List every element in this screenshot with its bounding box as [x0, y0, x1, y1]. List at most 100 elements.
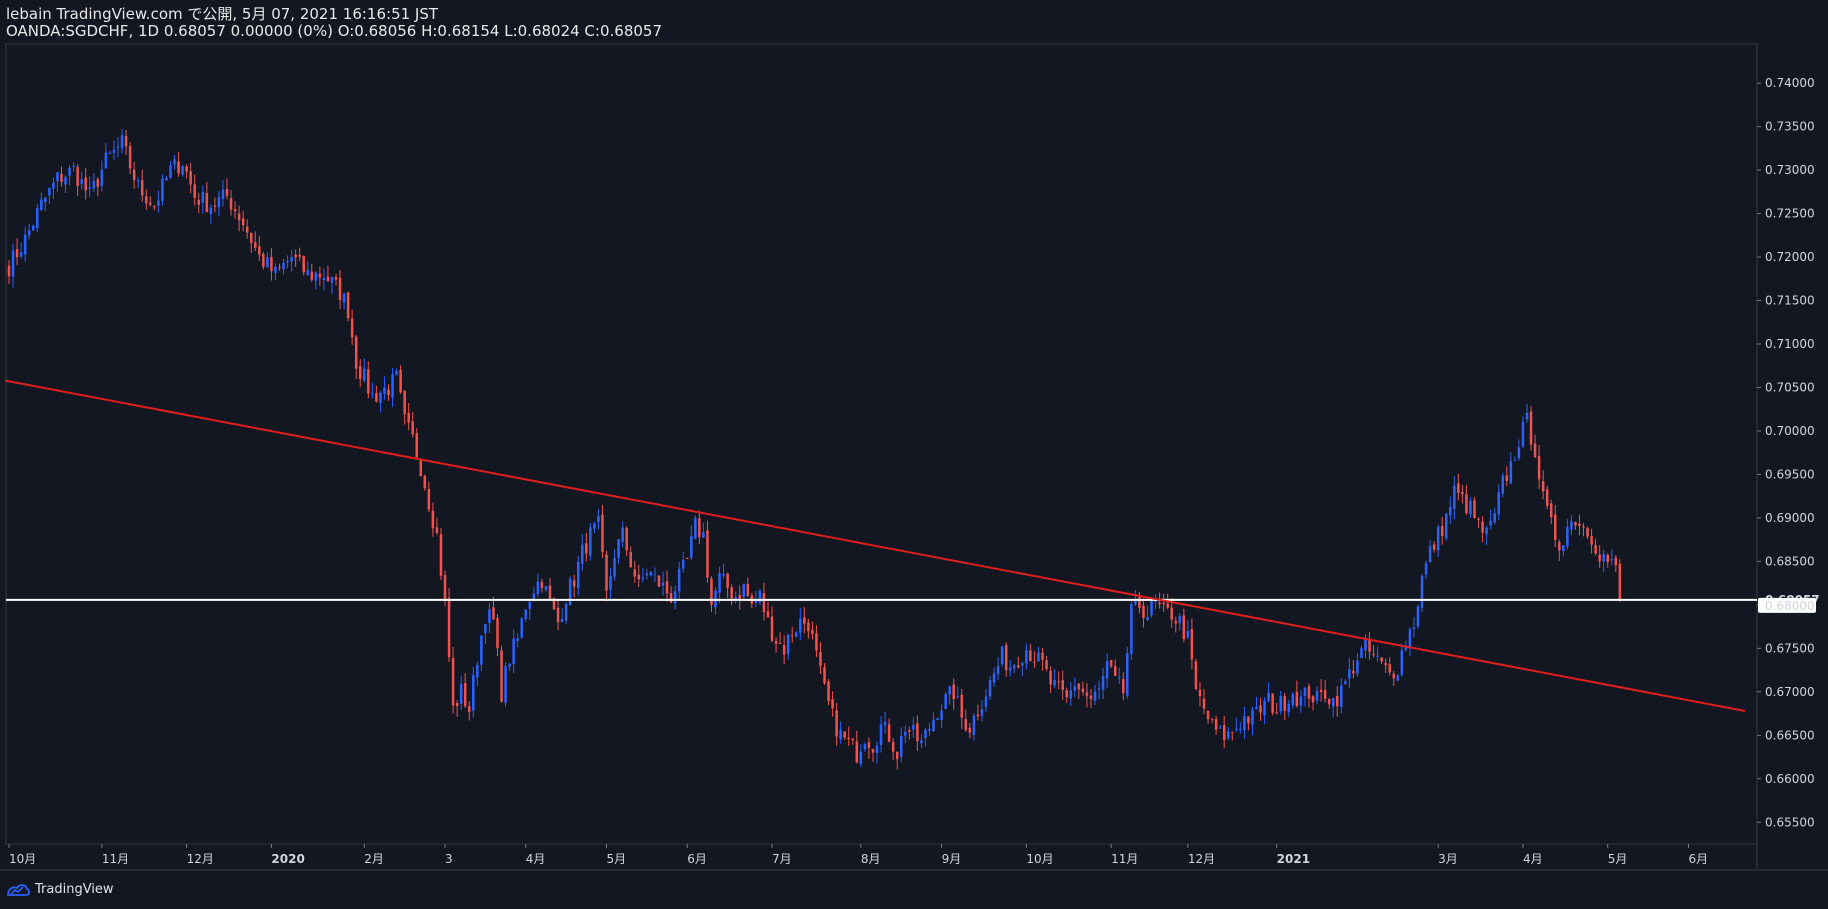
candle	[476, 661, 479, 687]
candle	[714, 587, 717, 615]
candle	[346, 291, 350, 322]
candle	[1331, 697, 1335, 718]
candle-body	[1162, 602, 1165, 605]
candle-body	[48, 187, 51, 196]
candle-body	[1541, 481, 1545, 492]
candle	[1566, 519, 1569, 550]
candle-body	[387, 389, 390, 396]
time-axis[interactable]: 10月 11月 12月 2020 2月 3 4月 5月 6月 7月 8月 9月 10月 11月 12月 202…	[8, 844, 1708, 866]
candle-body	[843, 731, 846, 738]
candle-body	[375, 393, 378, 402]
candle	[839, 721, 842, 744]
candle-body	[435, 527, 439, 533]
candle	[266, 252, 269, 268]
candle	[1360, 645, 1363, 659]
candle	[1469, 497, 1472, 519]
candle	[1222, 716, 1226, 749]
candle	[1113, 659, 1117, 677]
candle-body	[455, 703, 459, 706]
candle	[984, 689, 988, 713]
candle	[1509, 452, 1513, 485]
candle-body	[80, 179, 83, 184]
candle-body	[270, 256, 273, 271]
candle-body	[1085, 692, 1089, 697]
candle	[1424, 560, 1428, 580]
candle	[403, 390, 406, 425]
candle	[964, 709, 968, 732]
candle	[690, 525, 693, 561]
candle-body	[173, 159, 176, 165]
candle	[1578, 514, 1581, 536]
candle-body	[209, 207, 213, 215]
candle-body	[27, 230, 31, 236]
candle-body	[762, 593, 766, 613]
candle	[363, 358, 366, 383]
candle-body	[512, 638, 515, 664]
price-axis[interactable]: 0.74000 0.73500 0.73000 0.72500 0.72000 0.715…	[1757, 76, 1828, 829]
trend-line[interactable]	[4, 379, 1746, 712]
candle	[528, 599, 532, 620]
candle-body	[1093, 691, 1097, 701]
candle-body	[443, 575, 447, 600]
candle-body	[145, 196, 148, 204]
candle-body	[439, 534, 443, 576]
tradingview-brand[interactable]: TradingView	[6, 882, 114, 897]
candle-body	[7, 265, 11, 277]
candle-body	[124, 135, 128, 147]
candle	[459, 675, 463, 711]
price-tick-label: 0.68500	[1765, 554, 1815, 568]
candle	[1142, 598, 1145, 628]
candle-body	[1142, 605, 1145, 618]
candle	[992, 667, 996, 687]
candle	[968, 723, 972, 739]
candle	[1352, 659, 1355, 679]
candle-body	[52, 182, 55, 189]
candle-body	[770, 616, 774, 641]
candle-body	[120, 135, 124, 149]
candle	[1008, 659, 1012, 677]
candle-body	[984, 696, 988, 707]
candle-body	[181, 166, 184, 175]
candle-body	[1348, 669, 1351, 679]
candle-body	[56, 172, 59, 181]
symbol-ohlc-legend[interactable]: OANDA:SGDCHF, 1D 0.68057 0.00000 (0%) O:…	[6, 22, 662, 40]
candle-body	[60, 173, 63, 182]
candle-body	[403, 390, 406, 415]
candle	[1319, 679, 1323, 702]
candle-body	[1562, 545, 1565, 552]
candle-body	[480, 635, 483, 665]
candle-body	[354, 336, 358, 369]
candle	[803, 606, 806, 634]
candle	[1126, 646, 1129, 699]
candle	[657, 575, 661, 588]
candle	[480, 635, 483, 671]
candle-body	[819, 651, 822, 666]
candle-body	[964, 719, 968, 731]
candle-body	[282, 262, 285, 270]
candle	[197, 192, 201, 214]
time-tick-label: 2020	[271, 852, 304, 866]
candle	[1049, 666, 1052, 694]
candle-body	[940, 710, 943, 721]
candle-body	[1000, 646, 1004, 665]
candle-body	[358, 366, 362, 379]
candle	[181, 164, 184, 177]
candle	[1206, 710, 1210, 724]
candle	[1606, 552, 1609, 568]
candle-body	[1521, 421, 1525, 447]
candle	[92, 173, 96, 193]
candle-body	[177, 161, 180, 174]
candle-body	[423, 475, 427, 489]
candle-body	[1057, 681, 1060, 683]
candle-body	[992, 673, 996, 683]
candle	[278, 263, 281, 271]
candle	[395, 368, 398, 376]
candle	[387, 384, 390, 401]
candle	[1348, 658, 1351, 688]
candle	[334, 273, 338, 286]
candle	[1420, 573, 1424, 613]
candle	[920, 734, 923, 748]
candle-body	[924, 729, 927, 739]
candle	[1444, 512, 1448, 541]
